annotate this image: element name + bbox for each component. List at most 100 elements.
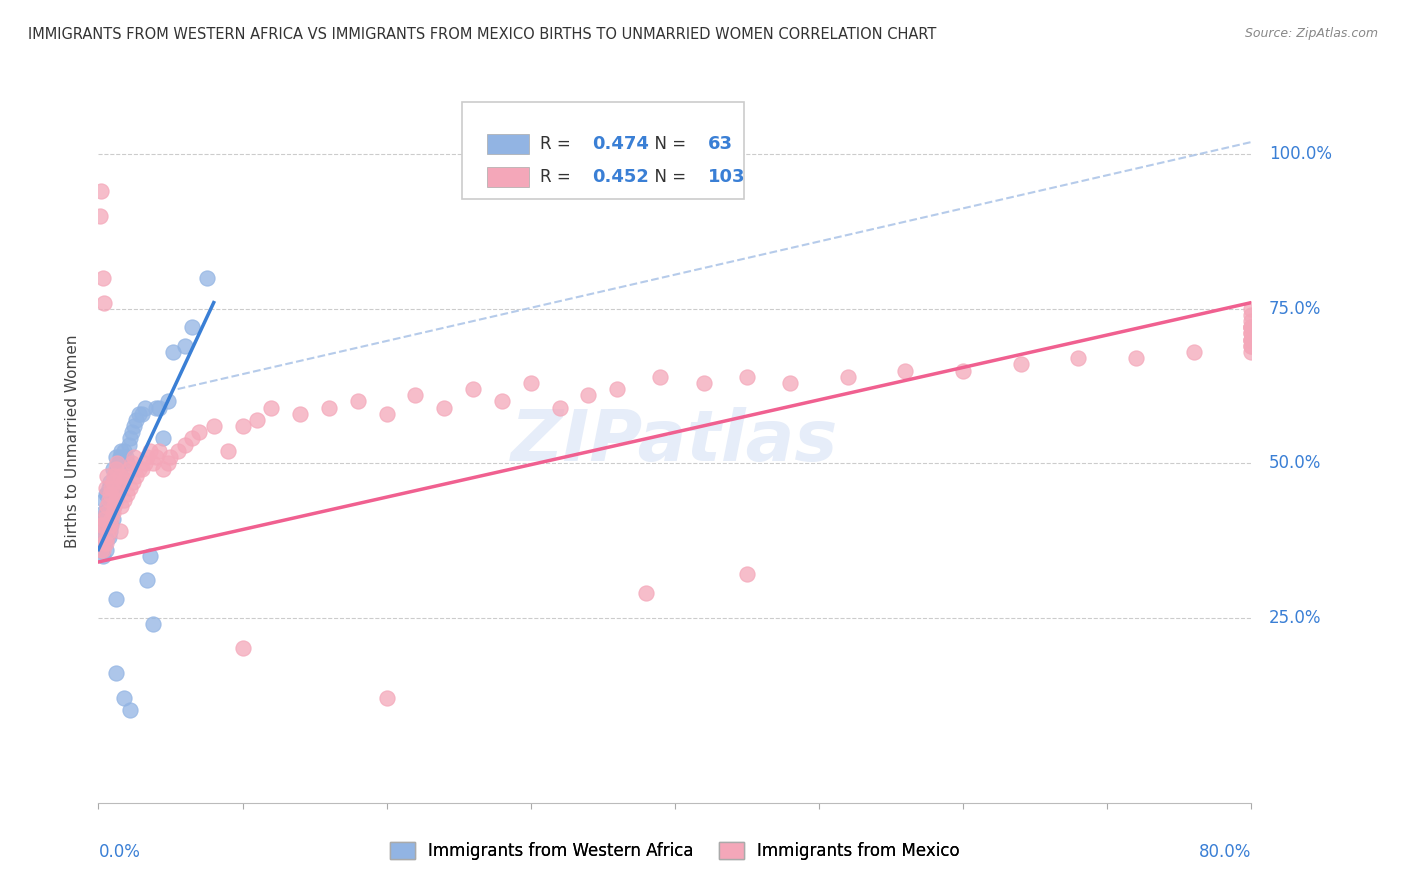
Point <box>650 369 672 384</box>
Point <box>461 382 484 396</box>
Point <box>104 462 127 476</box>
Point <box>120 703 142 717</box>
Point <box>100 481 122 495</box>
Point <box>108 524 131 538</box>
Point <box>104 666 127 681</box>
Point <box>1067 351 1090 366</box>
Point <box>145 401 167 415</box>
Point <box>101 506 124 520</box>
Point <box>606 382 628 396</box>
Text: R =: R = <box>540 169 576 186</box>
Point <box>246 413 269 427</box>
Point <box>188 425 211 440</box>
Point <box>121 425 143 440</box>
Point <box>98 524 121 538</box>
Point <box>1125 351 1147 366</box>
Point <box>90 517 112 532</box>
Point <box>1182 345 1205 359</box>
Point <box>110 468 132 483</box>
Point <box>166 443 188 458</box>
Point <box>1240 345 1263 359</box>
Point <box>96 530 118 544</box>
Text: Source: ZipAtlas.com: Source: ZipAtlas.com <box>1244 27 1378 40</box>
Point <box>139 443 162 458</box>
Point <box>156 456 179 470</box>
Point <box>104 493 127 508</box>
Point <box>1240 333 1263 347</box>
Point <box>101 487 124 501</box>
Point <box>636 586 658 600</box>
Point <box>145 450 167 464</box>
Point <box>181 320 204 334</box>
Point <box>90 542 112 557</box>
Point <box>174 339 197 353</box>
Point <box>1240 320 1263 334</box>
Point <box>1240 320 1263 334</box>
Point <box>98 475 121 489</box>
Point <box>148 443 170 458</box>
Point <box>107 456 129 470</box>
Point <box>89 530 111 544</box>
Point <box>93 512 115 526</box>
Point <box>104 592 127 607</box>
Point <box>152 462 174 476</box>
Point <box>735 567 758 582</box>
Point <box>1240 339 1263 353</box>
Point <box>134 401 156 415</box>
Point <box>131 407 153 421</box>
Bar <box>486 167 529 187</box>
Text: 0.452: 0.452 <box>592 169 650 186</box>
Point <box>735 369 758 384</box>
Point <box>162 345 184 359</box>
Point <box>290 407 312 421</box>
Point <box>112 493 135 508</box>
Point <box>89 209 111 223</box>
Point <box>94 542 117 557</box>
Point <box>104 493 127 508</box>
Point <box>96 530 118 544</box>
Point <box>94 481 117 495</box>
Point <box>91 506 114 520</box>
Point <box>125 468 148 483</box>
Point <box>107 481 129 495</box>
Point <box>112 443 135 458</box>
Point <box>148 401 170 415</box>
Point <box>108 475 131 489</box>
Point <box>97 493 120 508</box>
Point <box>894 363 917 377</box>
Point <box>231 419 254 434</box>
Text: ZIPatlas: ZIPatlas <box>512 407 838 476</box>
Point <box>91 530 114 544</box>
Text: IMMIGRANTS FROM WESTERN AFRICA VS IMMIGRANTS FROM MEXICO BIRTHS TO UNMARRIED WOM: IMMIGRANTS FROM WESTERN AFRICA VS IMMIGR… <box>28 27 936 42</box>
Text: 0.474: 0.474 <box>592 135 650 153</box>
Point <box>101 462 124 476</box>
Point <box>405 388 427 402</box>
Point <box>837 369 859 384</box>
Point <box>124 419 146 434</box>
Point <box>93 295 115 310</box>
Point <box>94 536 117 550</box>
Point <box>117 487 139 501</box>
Point <box>578 388 600 402</box>
FancyBboxPatch shape <box>461 102 744 200</box>
Point <box>96 487 118 501</box>
Point <box>112 690 135 705</box>
Point <box>110 443 132 458</box>
Text: 0.0%: 0.0% <box>98 843 141 861</box>
Point <box>433 401 456 415</box>
Point <box>375 407 398 421</box>
Point <box>1240 320 1263 334</box>
Point <box>90 524 112 538</box>
Point <box>159 450 181 464</box>
Y-axis label: Births to Unmarried Women: Births to Unmarried Women <box>65 334 80 549</box>
Point <box>104 450 127 464</box>
Point <box>108 468 131 483</box>
Point <box>118 462 141 476</box>
Point <box>101 475 124 489</box>
Text: 25.0%: 25.0% <box>1268 608 1322 626</box>
Point <box>1240 326 1263 341</box>
Point <box>139 549 162 563</box>
Point <box>105 487 128 501</box>
Point <box>96 506 118 520</box>
Point <box>105 462 128 476</box>
